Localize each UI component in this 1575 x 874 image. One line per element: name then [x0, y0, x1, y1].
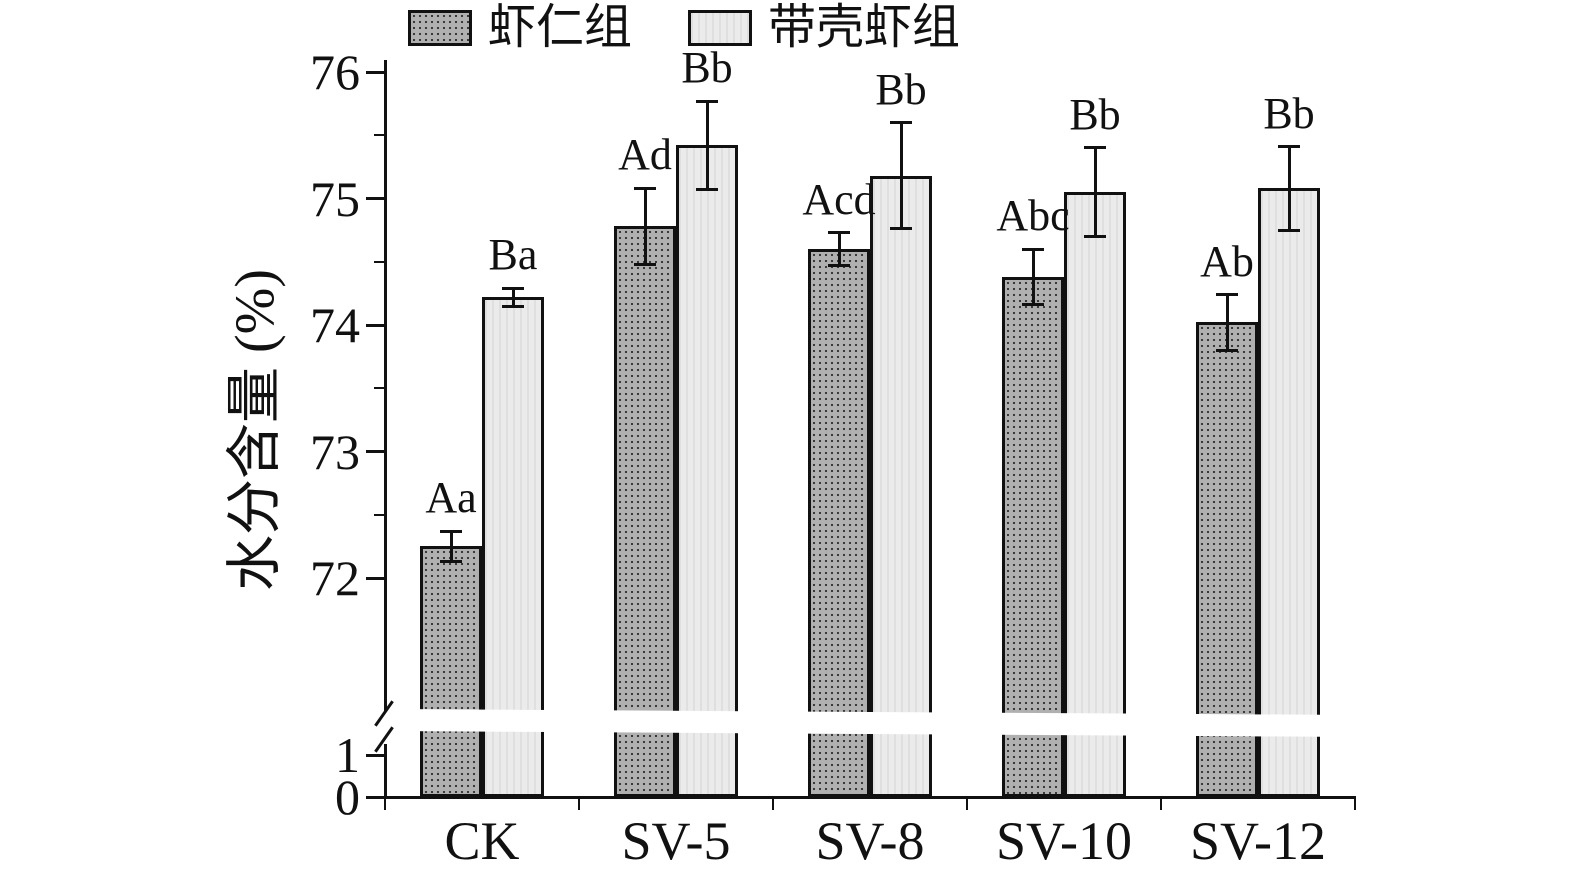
- bar-series2-SV-12: [1258, 188, 1320, 797]
- y-major-tick: [366, 323, 385, 327]
- axis-break-gap: [378, 712, 394, 744]
- error-bar-cap-top: [890, 121, 912, 125]
- bar-series1-SV-10: [1002, 276, 1064, 797]
- y-minor-tick: [374, 387, 385, 390]
- significance-label: Aa: [425, 473, 477, 523]
- significance-label: Bb: [681, 43, 733, 93]
- error-bar-cap-bottom: [1216, 348, 1238, 352]
- y-major-tick: [366, 450, 385, 453]
- error-bar-cap-bottom: [1022, 303, 1044, 307]
- significance-label: Bb: [875, 64, 927, 114]
- y-axis-line: [384, 60, 387, 799]
- y-tick-label: 74: [310, 297, 360, 353]
- error-bar-cap-top: [696, 99, 718, 103]
- error-bar: [899, 122, 903, 229]
- legend-label-shrimp-meat-group: 虾仁组: [488, 1, 633, 54]
- x-tick-label: SV-10: [995, 811, 1133, 871]
- bar-series2-SV-10: [1064, 192, 1126, 797]
- bar-series2-SV-5: [676, 145, 738, 797]
- y-major-tick: [366, 70, 385, 74]
- significance-label: Bb: [1069, 89, 1121, 139]
- y-tick-label: 72: [310, 550, 360, 606]
- error-bar-cap-top: [828, 231, 850, 235]
- error-bar-cap-top: [634, 186, 656, 190]
- y-tick-label: 75: [310, 170, 360, 227]
- error-bar-cap-top: [1084, 146, 1106, 150]
- error-bar-cap-bottom: [1278, 228, 1300, 232]
- y-major-tick: [366, 576, 385, 580]
- error-bar-cap-top: [440, 529, 462, 533]
- y-tick-label: 73: [310, 423, 360, 480]
- bar-series1-CK: [420, 546, 482, 797]
- legend-item-shell-on-shrimp-group: 带壳虾组: [688, 4, 960, 52]
- significance-label: Bb: [1263, 88, 1315, 138]
- significance-label: Ad: [618, 130, 672, 180]
- significance-label: Ba: [488, 230, 538, 280]
- legend-label-shell-on-shrimp-group: 带壳虾组: [768, 1, 961, 54]
- y-minor-tick: [374, 513, 385, 516]
- significance-label: Ab: [1200, 236, 1254, 286]
- error-bar-cap-bottom: [696, 188, 718, 192]
- bar-series1-SV-8: [808, 249, 870, 797]
- legend-swatch-light: [688, 10, 753, 46]
- error-bar: [705, 101, 709, 190]
- x-boundary-tick: [1354, 799, 1356, 810]
- x-tick-label: SV-12: [1189, 811, 1327, 871]
- error-bar: [449, 531, 453, 562]
- error-bar-cap-top: [1216, 293, 1238, 297]
- error-bar: [1031, 249, 1035, 305]
- y-tick-label: 0: [335, 769, 360, 825]
- x-boundary-tick: [772, 799, 774, 810]
- y-major-tick: [366, 795, 385, 799]
- error-bar-cap-top: [502, 286, 524, 290]
- y-tick-label: 76: [310, 44, 360, 100]
- bar-series1-SV-5: [614, 226, 676, 797]
- error-bar-cap-bottom: [890, 227, 912, 231]
- x-boundary-tick: [578, 799, 580, 810]
- error-bar: [837, 232, 841, 266]
- y-tick-label: 1: [335, 727, 360, 783]
- x-boundary-tick: [1160, 799, 1162, 810]
- significance-label: Acd: [802, 174, 876, 224]
- x-tick-label: SV-5: [621, 811, 731, 871]
- error-bar-cap-bottom: [502, 304, 524, 308]
- y-minor-tick: [374, 134, 385, 137]
- error-bar-cap-top: [1022, 247, 1044, 251]
- y-major-tick: [366, 753, 385, 757]
- x-boundary-tick: [384, 799, 386, 810]
- significance-label: Abc: [996, 191, 1070, 241]
- error-bar-cap-bottom: [828, 264, 850, 268]
- x-tick-label: SV-8: [815, 811, 925, 871]
- error-bar: [643, 188, 647, 265]
- error-bar-cap-bottom: [440, 560, 462, 564]
- y-minor-tick: [374, 260, 385, 263]
- bar-series2-SV-8: [870, 175, 932, 797]
- x-axis-line: [384, 796, 1356, 799]
- error-bar: [1287, 146, 1291, 231]
- legend: 虾仁组 带壳虾组: [408, 4, 960, 52]
- error-bar-cap-top: [1278, 145, 1300, 149]
- error-bar: [1225, 294, 1229, 351]
- x-tick-label: CK: [444, 811, 520, 871]
- x-boundary-tick: [966, 799, 968, 810]
- error-bar-cap-bottom: [1084, 234, 1106, 238]
- error-bar: [1093, 147, 1097, 237]
- legend-item-shrimp-meat-group: 虾仁组: [408, 4, 632, 52]
- error-bar: [511, 288, 515, 307]
- y-major-tick: [366, 197, 385, 200]
- error-bar-cap-bottom: [634, 262, 656, 266]
- legend-swatch-dark-hatched: [408, 10, 472, 46]
